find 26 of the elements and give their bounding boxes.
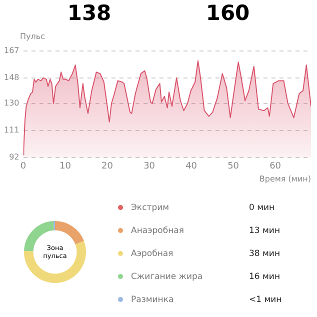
y-tick-label: 111 [4, 126, 20, 135]
x-tick-label: 30 [144, 161, 156, 172]
x-tick-label: 50 [228, 161, 240, 172]
y-tick-label: 92 [9, 152, 20, 162]
y-tick-label: 167 [4, 46, 20, 55]
text: 0 мин [249, 202, 275, 212]
data-label: 13 мин [249, 226, 280, 236]
legend-label: Разминка [131, 294, 175, 304]
x-tick-label: 20 [102, 161, 114, 172]
x-tick-label: 10 [60, 161, 72, 172]
data-label: <1 мин [249, 294, 282, 304]
legend-label: Экстрим [131, 202, 170, 212]
x-axis-title: Время (мин) [259, 174, 311, 184]
legend-label: Сжигание жира [131, 272, 204, 282]
data-label: 38 мин [249, 248, 280, 258]
y-axis-title: Пульс [19, 32, 46, 42]
data-label: 16 мин [249, 272, 280, 282]
x-tick-label: 40 [186, 161, 198, 172]
y-tick-label: 130 [4, 98, 20, 108]
text: 160 [206, 0, 250, 26]
legend-label: Аэробная [131, 248, 174, 258]
x-tick-label: 0 [20, 161, 26, 172]
legend-label: Анаэробная [131, 226, 185, 236]
y-tick-label: 148 [4, 72, 20, 82]
x-tick-label: 60 [270, 161, 282, 172]
text: 138 [67, 0, 112, 26]
